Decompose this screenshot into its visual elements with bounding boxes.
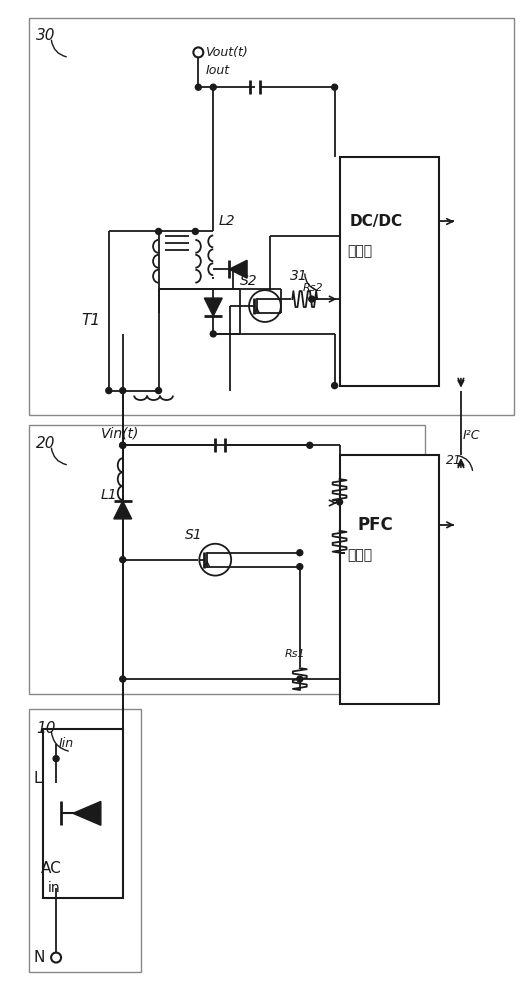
Polygon shape bbox=[229, 260, 247, 278]
Circle shape bbox=[192, 228, 198, 234]
Circle shape bbox=[297, 550, 303, 556]
Circle shape bbox=[210, 331, 216, 337]
Text: AC: AC bbox=[41, 861, 62, 876]
Text: Vout(t): Vout(t) bbox=[206, 46, 248, 59]
Circle shape bbox=[332, 383, 337, 389]
Text: I²C: I²C bbox=[463, 429, 481, 442]
Text: 30: 30 bbox=[36, 28, 56, 43]
Text: PFC: PFC bbox=[358, 516, 393, 534]
Circle shape bbox=[120, 442, 126, 448]
Text: 21: 21 bbox=[446, 454, 462, 467]
Bar bbox=[29, 18, 514, 415]
Circle shape bbox=[297, 676, 303, 682]
Text: Vin(t): Vin(t) bbox=[101, 426, 139, 440]
Text: in: in bbox=[48, 881, 61, 895]
Text: L1: L1 bbox=[101, 488, 118, 502]
Circle shape bbox=[53, 756, 59, 762]
Circle shape bbox=[120, 557, 126, 563]
Text: Rs2: Rs2 bbox=[303, 283, 323, 293]
Text: S2: S2 bbox=[240, 274, 258, 288]
Circle shape bbox=[297, 564, 303, 570]
Circle shape bbox=[309, 296, 315, 302]
Text: 20: 20 bbox=[36, 436, 56, 451]
Text: N: N bbox=[33, 950, 44, 965]
Bar bbox=[29, 709, 141, 972]
Text: L: L bbox=[33, 771, 42, 786]
Circle shape bbox=[155, 388, 162, 394]
Circle shape bbox=[196, 84, 201, 90]
Circle shape bbox=[106, 388, 112, 394]
Circle shape bbox=[337, 499, 343, 505]
Circle shape bbox=[332, 84, 337, 90]
Text: 控制器: 控制器 bbox=[348, 244, 373, 258]
Text: T1: T1 bbox=[81, 313, 100, 328]
Circle shape bbox=[120, 442, 126, 448]
Polygon shape bbox=[114, 501, 132, 519]
Polygon shape bbox=[204, 298, 222, 316]
Circle shape bbox=[120, 388, 126, 394]
Circle shape bbox=[120, 676, 126, 682]
Text: DC/DC: DC/DC bbox=[349, 214, 403, 229]
Bar bbox=[43, 729, 123, 898]
Bar bbox=[339, 157, 439, 386]
Circle shape bbox=[155, 228, 162, 234]
Text: Iin: Iin bbox=[59, 737, 74, 750]
Circle shape bbox=[307, 442, 313, 448]
Text: 控制器: 控制器 bbox=[348, 548, 373, 562]
Bar bbox=[29, 425, 425, 694]
Text: Rs1: Rs1 bbox=[285, 649, 305, 659]
Text: S1: S1 bbox=[186, 528, 203, 542]
Bar bbox=[339, 455, 439, 704]
Text: L2: L2 bbox=[218, 214, 235, 228]
Text: Iout: Iout bbox=[206, 64, 230, 77]
Circle shape bbox=[210, 84, 216, 90]
Text: 31: 31 bbox=[290, 269, 308, 283]
Polygon shape bbox=[73, 801, 101, 825]
Text: 10: 10 bbox=[36, 721, 56, 736]
